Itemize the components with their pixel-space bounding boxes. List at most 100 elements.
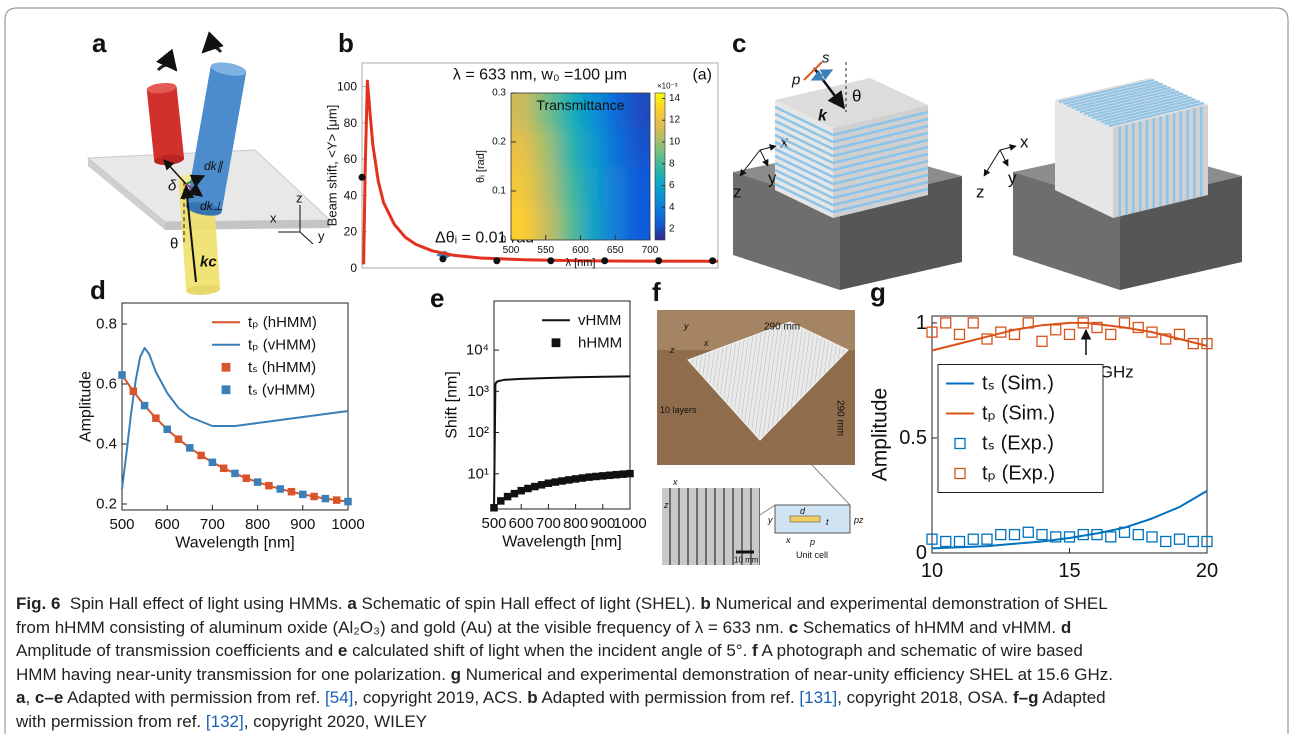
caption-line: HMM having near-unity transmission for o… <box>16 663 1281 687</box>
caption-text: Adapted <box>1038 688 1105 707</box>
point <box>511 490 519 498</box>
panel-label: d <box>90 275 106 305</box>
caption-text: Spin Hall effect of light using HMMs. <box>60 594 347 613</box>
legend-label: vHMM <box>578 312 621 329</box>
y-tick-label: 40 <box>344 188 358 202</box>
caption-text: c–e <box>35 688 63 707</box>
x-tick-label: 600 <box>155 516 180 533</box>
x-tick-label: 700 <box>200 516 225 533</box>
point <box>1161 536 1171 546</box>
label: dk⊥ <box>200 199 223 213</box>
x-tick-label: 800 <box>245 516 270 533</box>
x-tick-label: 650 <box>607 245 624 256</box>
point <box>1010 530 1020 540</box>
y-tick-label: 10¹ <box>467 465 489 482</box>
y-tick-label: 0 <box>500 235 506 246</box>
x-axis-label: Wavelength [nm] <box>502 534 621 551</box>
caption-text: , copyright 2018, OSA. <box>837 688 1013 707</box>
point <box>1133 530 1143 540</box>
point <box>572 475 580 483</box>
point <box>585 473 593 481</box>
plot-frame <box>122 303 348 510</box>
point <box>606 472 614 480</box>
point <box>1023 527 1033 537</box>
point <box>538 481 546 489</box>
colorbar-tick-label: 6 <box>669 180 675 191</box>
x-tick-label: 900 <box>590 515 615 532</box>
y-tick-label: 10² <box>467 424 489 441</box>
point <box>322 495 330 503</box>
y-tick-label: 0.6 <box>96 376 117 393</box>
heatmap-cell <box>557 130 581 167</box>
colorbar-tick-label: 4 <box>669 202 675 213</box>
point <box>547 257 554 264</box>
point <box>288 488 296 496</box>
point <box>152 414 160 422</box>
x-axis-label: λ [nm] <box>566 257 596 269</box>
heatmap-cell <box>604 130 628 167</box>
point <box>175 435 183 443</box>
point <box>130 387 138 395</box>
x-tick-label: 700 <box>642 245 659 256</box>
caption-text: Adapted with permission from ref. <box>63 688 325 707</box>
reference-link[interactable]: [132] <box>206 712 244 731</box>
panel-label: e <box>430 283 444 313</box>
label: z <box>669 345 675 355</box>
x-tick-label: 500 <box>109 516 134 533</box>
heatmap-cell <box>604 167 628 204</box>
caption-text: from hHMM consisting of aluminum oxide (… <box>16 618 789 637</box>
caption-text: calculated shift of light when the incid… <box>347 641 752 660</box>
caption-line: a, c–e Adapted with permission from ref.… <box>16 686 1281 710</box>
point <box>490 504 498 512</box>
heatmap-cell <box>534 130 558 167</box>
panel-label: a <box>92 28 107 58</box>
point <box>601 257 608 264</box>
colorbar <box>655 93 665 240</box>
caption-line: Amplitude of transmission coefficients a… <box>16 639 1281 663</box>
legend-label: tₛ (Sim.) <box>982 373 1054 395</box>
connector <box>760 505 775 515</box>
point <box>141 402 149 410</box>
y-tick-label: 0.4 <box>96 436 117 453</box>
point <box>220 465 228 473</box>
panel-label: b <box>338 28 354 58</box>
point <box>613 471 621 479</box>
y-tick-label: 20 <box>344 225 358 239</box>
legend-swatch <box>222 364 230 372</box>
y-tick-label: 0.5 <box>899 427 927 449</box>
legend-label: tₚ (Sim.) <box>982 403 1055 425</box>
label: dk∥ <box>204 159 224 173</box>
caption-line: with permission from ref. [132], copyrig… <box>16 710 1281 734</box>
point <box>310 493 318 501</box>
caption-text: c <box>789 618 798 637</box>
caption-line: Fig. 6 Spin Hall effect of light using H… <box>16 592 1281 616</box>
point <box>955 536 965 546</box>
label: y <box>767 515 773 525</box>
point <box>333 496 341 504</box>
heatmap-cell <box>557 167 581 204</box>
heatmap-cell <box>581 130 605 167</box>
chart-title: λ = 633 nm, w₀ =100 μm <box>453 67 627 84</box>
caption-text: Schematic of spin Hall effect of light (… <box>357 594 701 613</box>
x-tick-label: 10 <box>921 560 943 582</box>
caption-text: b <box>700 594 710 613</box>
label: z <box>976 183 985 202</box>
point <box>517 487 525 495</box>
reference-link[interactable]: [131] <box>799 688 837 707</box>
x-tick-label: 600 <box>509 515 534 532</box>
point <box>592 473 600 481</box>
label: θ <box>170 236 178 253</box>
point <box>579 474 587 482</box>
point <box>359 174 366 181</box>
point <box>504 493 512 501</box>
reference-link[interactable]: [54] <box>325 688 353 707</box>
caption-text: , <box>25 688 34 707</box>
y-axis-label: Beam shift, <Y> [μm] <box>325 105 340 227</box>
label: x <box>270 211 277 226</box>
colorbar-tick-label: 12 <box>669 115 681 126</box>
spin-arrow <box>203 47 221 52</box>
point <box>1106 532 1116 542</box>
label: 290 mm <box>835 400 846 436</box>
caption-text: Numerical and experimental demonstration… <box>461 665 1113 684</box>
colorbar-label: ×10⁻³ <box>657 82 678 91</box>
